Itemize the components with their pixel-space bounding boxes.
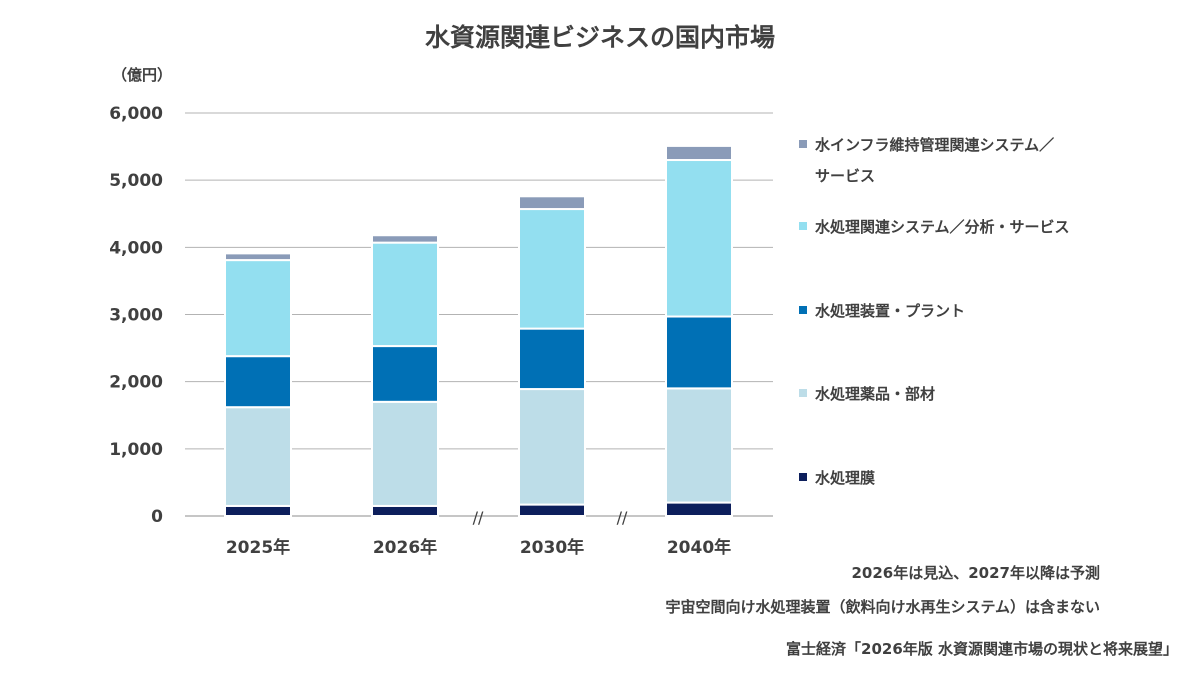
bar-segment [371, 504, 439, 517]
bar-segment [518, 195, 586, 211]
y-tick-label: 1,000 [109, 440, 163, 460]
y-tick-labels: 0 1,000 2,000 3,000 4,000 5,000 6,000 [109, 104, 163, 527]
forecast-note: 2026年は見込、2027年以降は予測 [851, 564, 1101, 582]
y-tick-label: 3,000 [109, 306, 163, 326]
x-tick-label: 2030年 [520, 537, 584, 558]
y-tick-label: 2,000 [109, 373, 163, 393]
bar-segment [665, 159, 733, 318]
bar-segment [224, 504, 292, 517]
legend-label: 水処理関連システム／分析・サービス [815, 218, 1070, 236]
source-note: 富士経済「2026年版 水資源関連市場の現状と将来展望」 [786, 640, 1178, 658]
y-tick-label: 6,000 [109, 104, 163, 124]
legend-label: 水処理膜 [815, 469, 875, 487]
bar-segment [371, 234, 439, 244]
legend-swatch [799, 389, 807, 397]
legend-swatch [799, 222, 807, 230]
x-tick-labels: 2025年 2026年 2030年 2040年 [226, 537, 731, 558]
legend-label: 水処理薬品・部材 [815, 385, 935, 403]
legend: 水インフラ維持管理関連システム／ サービス水処理関連システム／分析・サービス水処理… [799, 136, 1070, 487]
bar-segment [371, 345, 439, 403]
exclusion-note: 宇宙空間向け水処理装置（飲料向け水再生システム）は含まない [665, 598, 1100, 616]
y-axis-label: （億円） [112, 66, 172, 84]
bar-segment [518, 388, 586, 506]
bar-segment [665, 315, 733, 390]
x-tick-label: 2040年 [667, 537, 731, 558]
bar-segment [665, 501, 733, 518]
y-tick-label: 0 [151, 507, 163, 527]
bar-segment [518, 208, 586, 330]
axis-break-marks: // // [473, 508, 628, 527]
axis-break-mark: // [617, 508, 628, 527]
y-tick-label: 5,000 [109, 171, 163, 191]
x-tick-label: 2025年 [226, 537, 290, 558]
chart-title: 水資源関連ビジネスの国内市場 [424, 23, 775, 52]
legend-label: 水処理装置・プラント [815, 302, 965, 320]
legend-label: サービス [815, 167, 875, 185]
bar-segment [224, 406, 292, 507]
legend-label: 水インフラ維持管理関連システム／ [815, 136, 1054, 154]
bar-segment [665, 387, 733, 504]
legend-swatch [799, 140, 807, 148]
legend-swatch [799, 473, 807, 481]
bar-segment [371, 400, 439, 507]
axis-break-mark: // [473, 508, 484, 527]
bar-segment [371, 241, 439, 348]
bars [224, 144, 733, 518]
x-tick-label: 2026年 [373, 537, 437, 558]
bar-segment [518, 503, 586, 517]
bar-segment [518, 327, 586, 391]
bar-segment [224, 355, 292, 409]
bar-segment [224, 252, 292, 262]
bar-segment [224, 259, 292, 358]
bar-segment [665, 144, 733, 162]
y-tick-label: 4,000 [109, 238, 163, 258]
legend-swatch [799, 306, 807, 314]
